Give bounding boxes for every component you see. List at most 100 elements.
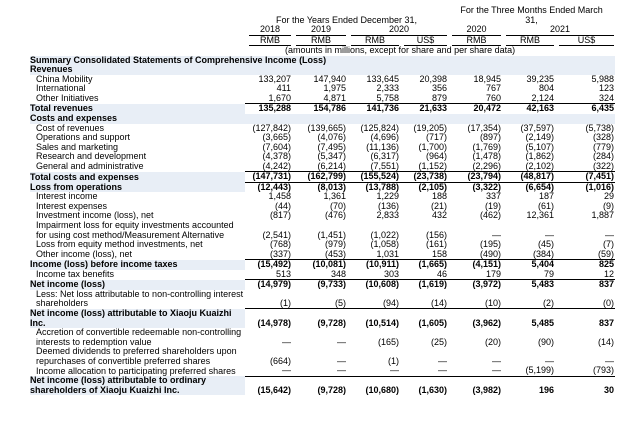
currency-cell: RMB [292,35,347,47]
cell-value: (664) [269,355,291,366]
cell-value: 337 [486,191,502,202]
cell-value: 767 [486,83,502,94]
table-row: Deemed dividends to preferred shareholde… [30,346,615,366]
currency: US$ [559,35,615,47]
cell-value: (964) [426,151,448,162]
cell-value: (90) [538,336,555,347]
cell-value: — [492,365,502,376]
cell-value: (10,608) [347,279,400,290]
cell-value: 135,288 [245,103,292,115]
row-label: China Mobility [36,73,93,84]
row-label: Loss from equity method investments, net [36,239,203,250]
cell-value: (23,738) [400,171,449,183]
cell-value: 29 [604,191,615,202]
table-row: Total costs and expenses (147,731) (162,79… [30,171,616,183]
cell-value: (979) [324,239,346,250]
cell-value: (6,317) [370,151,399,162]
cell-value: (5) [335,297,346,308]
cell-value: (3,665) [262,132,291,143]
statement: For the Years Ended December 31, For the … [30,5,616,396]
cell-value: (161) [426,239,448,250]
cell-value: 141,736 [347,103,400,115]
cell-value: (9,728) [292,375,347,396]
row-label: Revenues [30,65,616,75]
cell-value: (48,817) [502,171,556,183]
cell-value: — [337,365,346,376]
row-label: Research and development [36,151,147,162]
currency: RMB [452,35,502,47]
cell-value: (155,524) [347,171,400,183]
cell-value: (7) [603,239,615,250]
year-cell: 2018 [245,25,292,36]
year-cell: 2021 [502,25,615,36]
table-row: Investment income (loss), net (817) (476) 2… [30,211,615,221]
cell-value: (322) [593,160,615,171]
cell-value: (136) [377,200,399,211]
cell-value: 21,633 [400,103,449,115]
row-label: Interest expenses [36,200,108,211]
spacer [30,6,245,25]
cell-value: — [545,355,555,366]
year-cell: 2020 [448,25,502,36]
cell-value: (1,478) [472,151,502,162]
note: (amounts in millions, except for share a… [285,45,516,56]
cell-value: (195) [480,239,502,250]
cell-value: (59) [598,248,615,259]
cell-value: (284) [593,151,615,162]
cell-value: 1,670 [268,92,291,103]
cell-value: (10) [485,297,502,308]
cell-value: 760 [486,92,502,103]
cell-value: (4,076) [317,132,346,143]
cell-value: — [605,355,615,366]
years-caption-cell: For the Years Ended December 31, [245,6,448,25]
row-label: Income allocation to participating prefe… [36,365,236,376]
cell-value: 154,786 [292,103,347,115]
table-row: Net income (loss) attributable to ordina… [30,375,616,396]
cell-value: (476) [324,210,346,221]
cell-value: — [390,365,399,376]
cell-value: (5,107) [525,141,555,152]
cell-value: (4,151) [448,259,503,270]
cell-value: (1) [280,297,291,308]
table-row: Revenues [30,65,616,75]
cell-value: (1,700) [418,141,448,152]
cell-value: (20) [485,336,502,347]
table-row: Interest income 1,458 1,361 1,229 188 337 187 2… [30,192,615,202]
cell-value: 5,758 [376,92,399,103]
year-cell: 2019 [292,25,347,36]
currency: RMB [249,35,291,47]
cell-value: 5,485 [502,308,556,329]
table-row: Total revenues 135,288 154,786 141,736 21,63… [30,103,616,115]
cell-value: — [438,365,448,376]
cell-value: 2,833 [376,210,399,221]
table-row: Research and development (4,378) (5,347) (6… [30,152,615,162]
cell-value: 1,975 [323,83,346,94]
cell-value: (1,769) [472,141,502,152]
table-row: General and administrative (4,242) (6,214)… [30,160,615,172]
year: 2020 [351,25,448,36]
currency-cell: RMB [502,35,555,47]
cell-value: (4,696) [370,132,399,143]
cell-value: 356 [432,83,448,94]
row-label: General and administrative [36,161,144,172]
cell-value: (1) [388,355,399,366]
cell-value: (7,551) [370,160,399,171]
row-label: Cost of revenues [36,122,105,133]
header-row: For the Years Ended December 31, For the … [30,5,615,25]
cell-value: (768) [269,239,291,250]
cell-value: (717) [426,132,448,143]
table-row: Impairment loss for equity investments a… [30,220,615,240]
cell-value: 196 [502,375,556,396]
cell-value: (4,242) [262,160,291,171]
cell-value: 46 [437,268,448,279]
cell-value: 42,163 [502,103,556,115]
row-label: Investment income (loss), net [36,210,154,221]
cell-value: (793) [593,365,615,376]
cell-value: — [492,229,502,240]
cell-value: (2,102) [525,160,555,171]
cell-value: (1,862) [525,151,555,162]
cell-value: 804 [539,83,555,94]
cell-value: 1,361 [323,191,346,202]
cell-value: (10,514) [347,308,400,329]
row-label: Accretion of convertible redeemable non-… [36,327,242,347]
